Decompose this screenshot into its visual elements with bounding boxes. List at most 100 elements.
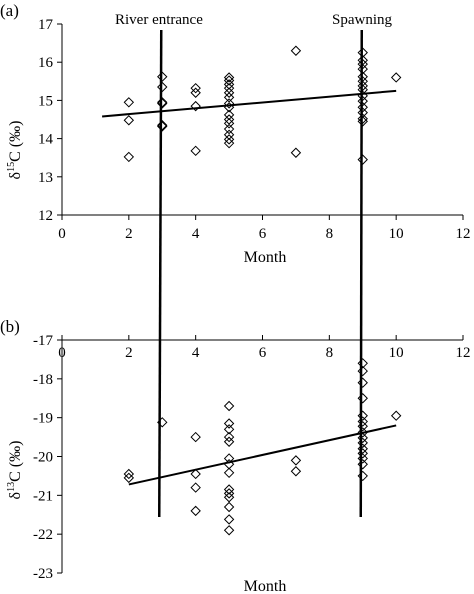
panel-a-data-point xyxy=(190,100,201,112)
panel-b-data-point xyxy=(357,459,368,470)
panel-b-y-label-sup: 13 xyxy=(6,482,17,492)
panel-b-label: (b) xyxy=(0,317,20,336)
panel-a-data-point xyxy=(157,81,168,93)
panel-a-y-tick-label: 12 xyxy=(38,208,53,224)
panel-a-y-label-delta: δ xyxy=(7,172,24,180)
panel-b-data-point xyxy=(357,377,368,388)
panel-b-data-point xyxy=(223,453,235,464)
panel-b-data-point xyxy=(223,492,235,503)
panel-b-y-label: δ13C (‰) xyxy=(6,441,24,500)
panel-a-data-point xyxy=(223,137,235,149)
panel-b-data-point xyxy=(223,400,235,412)
panel-b-x-tick-label: 8 xyxy=(326,345,334,361)
panel-b-data-point xyxy=(223,501,235,513)
panel-b-x-label: Month xyxy=(244,578,287,594)
event-lines xyxy=(158,29,363,518)
panel-b-y-label-delta: δ xyxy=(7,492,24,500)
panel-b-trend-group xyxy=(128,424,397,486)
panel-b-data-point xyxy=(223,467,235,479)
panel-b: (b) 0 2 4 6 8 10 12 -23 -22 -21 -20 -19 -18 -17 Month… xyxy=(0,317,471,594)
panel-a-data-point xyxy=(223,75,235,86)
panel-a-data-point xyxy=(190,145,201,157)
panel-b-data-point xyxy=(223,431,235,443)
panel-a-data-point xyxy=(223,72,235,83)
panel-b-data-point xyxy=(223,514,235,525)
panel-a-x-tick-label: 10 xyxy=(389,226,404,242)
panel-b-points xyxy=(123,358,402,536)
panel-b-data-point xyxy=(190,505,201,517)
panel-a-data-point xyxy=(157,120,168,131)
panel-b-y-tick-label: -17 xyxy=(33,333,53,349)
panel-a-x-tick-label: 0 xyxy=(58,226,66,242)
panel-a-data-point xyxy=(290,147,302,158)
panel-a-data-point xyxy=(190,87,201,98)
panel-b-data-point xyxy=(390,410,402,421)
panel-b-data-point xyxy=(223,418,235,429)
panel-b-y-tick-label: -18 xyxy=(33,372,53,388)
panel-a-data-point xyxy=(123,97,135,108)
panel-a-data-point xyxy=(223,102,235,113)
panel-b-x-tick-label: 6 xyxy=(259,345,267,361)
event-line-river-entrance xyxy=(158,29,163,518)
panel-a-x-tick-label: 6 xyxy=(259,226,267,242)
panel-b-data-point xyxy=(357,358,368,369)
panel-b-data-point xyxy=(357,393,368,404)
panel-b-data-point xyxy=(223,525,235,536)
panel-b-data-point xyxy=(223,488,235,499)
panel-b-y-label-rest: C (‰) xyxy=(7,441,24,482)
panel-a-data-point xyxy=(390,72,402,83)
panel-b-data-point xyxy=(123,468,135,480)
panel-a-data-point xyxy=(223,92,235,103)
panel-a-y-tick-label: 17 xyxy=(38,17,54,33)
panel-a-data-point xyxy=(223,134,235,145)
panel-b-data-point xyxy=(223,484,235,495)
panel-b-ticks: 0 2 4 6 8 10 12 -23 -22 -21 -20 -19 -18 -17 xyxy=(33,333,471,582)
panel-a-data-point xyxy=(190,82,201,94)
panel-b-data-point xyxy=(123,472,135,484)
panel-b-y-tick-label: -20 xyxy=(33,450,53,466)
panel-b-x-tick-label: 4 xyxy=(192,345,200,361)
panel-a-ticks: 0 2 4 6 8 10 12 12 13 14 15 16 17 xyxy=(38,17,471,242)
annotation-river-entrance: River entrance xyxy=(115,12,203,28)
panel-a-y-tick-label: 13 xyxy=(38,170,53,186)
panel-b-y-tick-label: -23 xyxy=(33,566,53,582)
panel-a-y-label-rest: C (‰) xyxy=(7,121,24,162)
panel-a-data-point xyxy=(123,151,135,163)
panel-b-x-tick-label: 0 xyxy=(58,345,66,361)
panel-a-points xyxy=(123,45,402,165)
panel-a-y-label: δ15C (‰) xyxy=(6,121,24,180)
panel-a-data-point xyxy=(357,154,368,165)
panel-a-x-tick-label: 2 xyxy=(125,226,133,242)
annotation-spawning: Spawning xyxy=(332,12,393,28)
panel-b-y-tick-label: -19 xyxy=(33,411,53,427)
panel-b-data-point xyxy=(223,436,235,447)
panel-b-data-point xyxy=(190,482,201,493)
panel-a-label: (a) xyxy=(0,1,19,20)
panel-a-data-point xyxy=(223,123,235,135)
panel-b-x-tick-label: 10 xyxy=(389,345,404,361)
panel-a-data-point xyxy=(223,118,235,129)
panel-a-data-point xyxy=(157,121,168,132)
panel-a-data-point xyxy=(290,45,302,56)
panel-a-data-point xyxy=(223,87,235,98)
panel-a-x-label: Month xyxy=(244,249,287,266)
panel-b-y-tick-label: -22 xyxy=(33,527,53,543)
panel-a-x-tick-label: 4 xyxy=(192,226,200,242)
event-line-spawning xyxy=(359,29,363,518)
panel-a-data-point xyxy=(157,97,168,108)
panel-a-y-label-sup: 15 xyxy=(6,162,17,172)
panel-a-trendline xyxy=(102,89,397,118)
panel-b-data-point xyxy=(290,466,302,477)
panel-a-x-tick-label: 8 xyxy=(326,226,334,242)
panel-b-x-tick-label: 2 xyxy=(125,345,133,361)
panel-a-trend-group xyxy=(102,89,397,118)
panel-a-x-tick-label: 12 xyxy=(456,226,471,242)
panel-b-trendline xyxy=(128,424,397,486)
panel-b-data-point xyxy=(357,410,368,421)
panel-b-data-point xyxy=(190,468,201,480)
panel-b-data-point xyxy=(357,365,368,377)
panel-b-data-point xyxy=(290,455,302,466)
panel-b-data-point xyxy=(223,424,235,435)
